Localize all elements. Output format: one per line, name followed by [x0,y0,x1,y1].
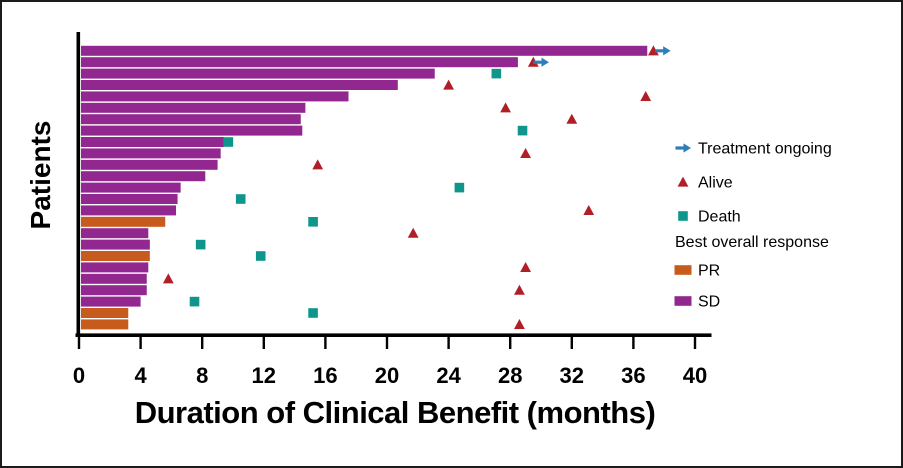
bars-layer [81,45,648,330]
alive-marker-patient-17 [407,227,419,238]
alive-marker-patient-2 [527,56,539,67]
alive-marker-patient-25 [514,319,525,329]
alive-marker-patient-1 [648,45,659,56]
bar-patient-9-sd [81,137,224,147]
x-tick-32 [570,337,573,349]
alive-marker-patient-10 [520,148,531,158]
bar-patient-17-sd [81,228,149,239]
alive-marker-patient-6 [500,102,511,113]
legend-label-alive: Alive [698,175,733,192]
legend-swatch-sd [674,296,692,306]
x-tick-label-24: 24 [436,363,461,388]
event-markers-layer [162,45,671,329]
x-tick-40 [693,337,697,349]
bar-patient-6-sd [81,102,306,113]
x-tick-20 [385,337,389,349]
bar-patient-1-sd [81,45,648,56]
x-tick-label-12: 12 [252,363,276,388]
alive-marker-patient-15 [583,205,595,215]
death-marker-patient-14 [235,194,246,204]
bar-patient-5-sd [81,91,349,102]
bar-patient-8-sd [81,125,303,136]
ongoing-marker-patient-2 [533,57,549,67]
bar-patient-19-pr [81,251,150,261]
death-marker-patient-3 [491,68,502,79]
legend-response-header: Best overall response [675,234,829,251]
death-marker-patient-18 [195,239,206,250]
x-tick-label-32: 32 [560,363,584,388]
bar-patient-12-sd [81,171,206,182]
legend-ongoing-arrow-icon [675,143,691,153]
x-tick-label-8: 8 [196,363,208,388]
x-tick-4 [139,337,142,349]
x-tick-8 [201,337,204,349]
bar-patient-23-sd [81,296,141,307]
x-axis-title: Duration of Clinical Benefit (months) [135,395,656,430]
bar-patient-7-sd [81,114,301,125]
bar-patient-14-sd [81,194,178,204]
x-tick-28 [509,337,512,349]
x-tick-24 [447,337,450,349]
bar-patient-24-pr [81,308,129,318]
death-marker-patient-9 [223,137,234,147]
death-marker-patient-8 [517,125,528,136]
alive-marker-patient-7 [566,113,578,124]
legend-label-death: Death [698,209,741,226]
legend-death-square-icon [678,211,688,221]
alive-marker-patient-11 [312,159,324,170]
bar-patient-20-sd [81,262,149,273]
bar-patient-10-sd [81,148,221,159]
legend-alive-triangle-icon [677,176,689,187]
alive-marker-patient-20 [520,262,531,272]
bar-patient-22-sd [81,285,147,296]
y-axis-line [76,32,81,337]
legend-swatch-pr [674,265,692,275]
x-tick-0 [77,337,81,349]
x-tick-label-40: 40 [683,363,707,388]
bar-patient-15-sd [81,205,177,216]
bar-patient-21-sd [81,273,147,284]
bar-patient-4-sd [81,80,398,90]
x-tick-label-0: 0 [73,363,85,388]
death-marker-patient-24 [308,308,318,318]
alive-marker-patient-21 [162,273,174,284]
bar-patient-25-pr [81,319,129,330]
x-axis-line [75,333,712,337]
alive-marker-patient-5 [640,91,652,101]
death-marker-patient-13 [454,182,465,193]
x-tick-label-16: 16 [313,363,337,388]
x-tick-label-20: 20 [375,363,399,388]
bar-patient-16-pr [81,216,166,227]
x-tick-label-36: 36 [621,363,645,388]
death-marker-patient-16 [308,217,318,227]
bar-patient-11-sd [81,159,218,170]
bar-patient-2-sd [81,57,518,68]
bar-patient-13-sd [81,182,181,193]
ongoing-marker-patient-1 [655,46,671,56]
legend-label-sd: SD [698,294,720,311]
y-axis-title: Patients [25,121,56,230]
legend: Treatment ongoing Alive Death Best overall … [674,141,832,311]
x-tick-label-4: 4 [134,363,147,388]
bar-patient-18-sd [81,239,150,250]
x-tick-16 [324,337,327,349]
bar-patient-3-sd [81,68,435,79]
x-tick-36 [632,337,635,349]
death-marker-patient-23 [189,296,200,307]
x-tick-label-28: 28 [498,363,522,388]
alive-marker-patient-4 [443,79,454,90]
death-marker-patient-19 [255,251,266,261]
x-axis-ticks-layer: 0 4 8 12 16 20 24 28 32 36 40 [73,337,707,388]
legend-label-pr: PR [698,263,720,280]
legend-label-treatment-ongoing: Treatment ongoing [698,141,832,158]
x-tick-12 [262,337,265,349]
alive-marker-patient-22 [514,284,525,295]
